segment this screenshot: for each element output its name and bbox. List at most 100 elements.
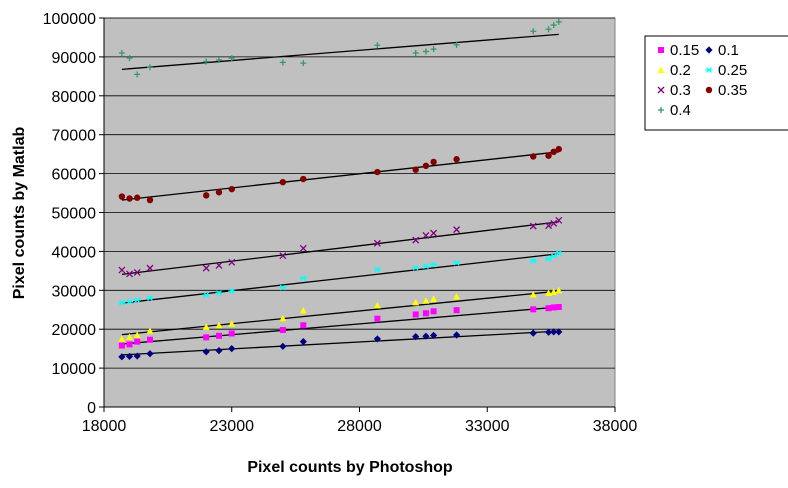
legend-label: 0.4 bbox=[670, 102, 691, 119]
legend: 0.15 0.1 0.2 0.25 0.3 0.35 0.4 bbox=[644, 35, 788, 131]
data-point-0-25 bbox=[453, 259, 461, 266]
data-point-0-2 bbox=[550, 288, 558, 295]
data-point-0-35 bbox=[545, 152, 552, 159]
data-point-0-4 bbox=[412, 50, 419, 57]
x-axis-title: Pixel counts by Photoshop bbox=[247, 459, 453, 476]
data-point-0-15 bbox=[215, 332, 222, 339]
data-point-0-1 bbox=[452, 331, 461, 339]
data-point-0-4 bbox=[126, 55, 133, 62]
legend-marker bbox=[705, 86, 713, 94]
data-point-0-25 bbox=[545, 255, 553, 262]
data-point-0-15 bbox=[555, 304, 562, 311]
data-point-0-25 bbox=[228, 288, 236, 295]
legend-label: 0.15 bbox=[670, 42, 699, 59]
data-point-0-4 bbox=[422, 48, 429, 55]
trendline-0-3 bbox=[121, 221, 559, 275]
data-point-0-1 bbox=[529, 329, 537, 337]
data-point-0-35 bbox=[228, 185, 235, 193]
y-tick-label: 20000 bbox=[52, 322, 97, 339]
data-point-0-2 bbox=[555, 286, 563, 294]
data-point-0-3 bbox=[299, 244, 307, 252]
trendlines bbox=[121, 33, 559, 356]
data-point-0-3 bbox=[279, 252, 287, 260]
trendline-0-35 bbox=[121, 151, 559, 201]
legend-label: 0.1 bbox=[718, 42, 739, 59]
data-point-0-15 bbox=[228, 330, 235, 337]
data-point-0-4 bbox=[453, 41, 460, 48]
data-point-0-2 bbox=[126, 333, 133, 340]
data-point-0-2 bbox=[279, 314, 287, 322]
data-point-0-2 bbox=[430, 295, 437, 302]
data-point-0-2 bbox=[422, 297, 430, 304]
data-point-0-25 bbox=[118, 299, 126, 306]
data-point-0-1 bbox=[299, 338, 307, 346]
data-point-0-2 bbox=[118, 335, 126, 342]
data-point-0-3 bbox=[529, 222, 537, 230]
data-point-0-25 bbox=[529, 257, 537, 264]
data-point-0-4 bbox=[279, 59, 286, 66]
data-point-0-35 bbox=[453, 156, 460, 163]
data-point-0-15 bbox=[126, 341, 133, 348]
data-point-0-15 bbox=[118, 342, 125, 349]
data-point-0-3 bbox=[118, 266, 126, 274]
x-tick-label: 23000 bbox=[210, 418, 255, 435]
data-point-0-4 bbox=[215, 57, 222, 64]
data-point-0-4 bbox=[300, 60, 307, 67]
trendline-0-1 bbox=[121, 330, 559, 356]
data-point-0-4 bbox=[203, 58, 210, 65]
y-tick-label: 10000 bbox=[52, 361, 97, 378]
data-point-0-25 bbox=[422, 263, 430, 270]
data-point-0-4 bbox=[118, 50, 125, 57]
data-point-0-3 bbox=[373, 239, 381, 247]
y-tick-label: 100000 bbox=[43, 11, 96, 28]
data-point-0-35 bbox=[118, 193, 126, 200]
data-point-0-2 bbox=[146, 327, 154, 334]
gridlines bbox=[103, 17, 615, 408]
data-point-0-3 bbox=[215, 261, 223, 269]
data-point-0-1 bbox=[373, 335, 381, 343]
x-tick-label: 28000 bbox=[337, 418, 382, 435]
data-point-0-35 bbox=[422, 162, 430, 170]
data-point-0-3 bbox=[202, 264, 210, 272]
data-point-0-2 bbox=[202, 323, 210, 330]
data-point-0-4 bbox=[228, 55, 235, 62]
data-point-0-2 bbox=[412, 298, 420, 306]
legend-marker bbox=[657, 66, 665, 73]
legend-label: 0.3 bbox=[670, 82, 691, 99]
data-point-0-15 bbox=[430, 308, 437, 315]
data-point-0-1 bbox=[279, 342, 287, 350]
trendline-0-4 bbox=[121, 33, 559, 70]
data-point-0-1 bbox=[429, 331, 438, 340]
data-point-0-35 bbox=[530, 153, 537, 160]
data-point-0-4 bbox=[374, 42, 381, 49]
legend-label: 0.35 bbox=[718, 82, 747, 99]
y-axis-ticks: 0 10000 20000 30000 40000 50000 60000 70000 8000… bbox=[43, 11, 104, 417]
data-point-0-1 bbox=[555, 328, 563, 336]
data-point-0-25 bbox=[146, 295, 154, 302]
data-point-0-3 bbox=[555, 216, 563, 224]
data-point-0-15 bbox=[374, 315, 381, 322]
x-tick-label: 38000 bbox=[593, 418, 638, 435]
data-point-0-3 bbox=[430, 229, 438, 237]
data-point-0-15 bbox=[412, 311, 419, 318]
y-tick-label: 90000 bbox=[52, 50, 97, 67]
data-point-0-3 bbox=[126, 270, 134, 278]
data-point-0-2 bbox=[373, 301, 381, 309]
data-point-0-3 bbox=[453, 226, 461, 234]
y-axis-title: Pixel counts by Matlab bbox=[11, 127, 28, 300]
trendline-0-15 bbox=[121, 306, 559, 345]
data-point-0-15 bbox=[545, 305, 552, 312]
data-point-0-15 bbox=[453, 307, 460, 314]
y-tick-label: 80000 bbox=[52, 89, 97, 106]
legend-marker bbox=[658, 107, 664, 113]
legend-marker bbox=[705, 67, 713, 73]
data-point-0-1 bbox=[133, 352, 141, 360]
y-tick-label: 40000 bbox=[52, 244, 97, 261]
y-tick-label: 70000 bbox=[52, 128, 97, 145]
data-point-0-25 bbox=[373, 266, 381, 273]
data-point-0-25 bbox=[126, 298, 134, 305]
data-point-0-25 bbox=[430, 261, 438, 268]
y-tick-label: 0 bbox=[87, 400, 96, 417]
